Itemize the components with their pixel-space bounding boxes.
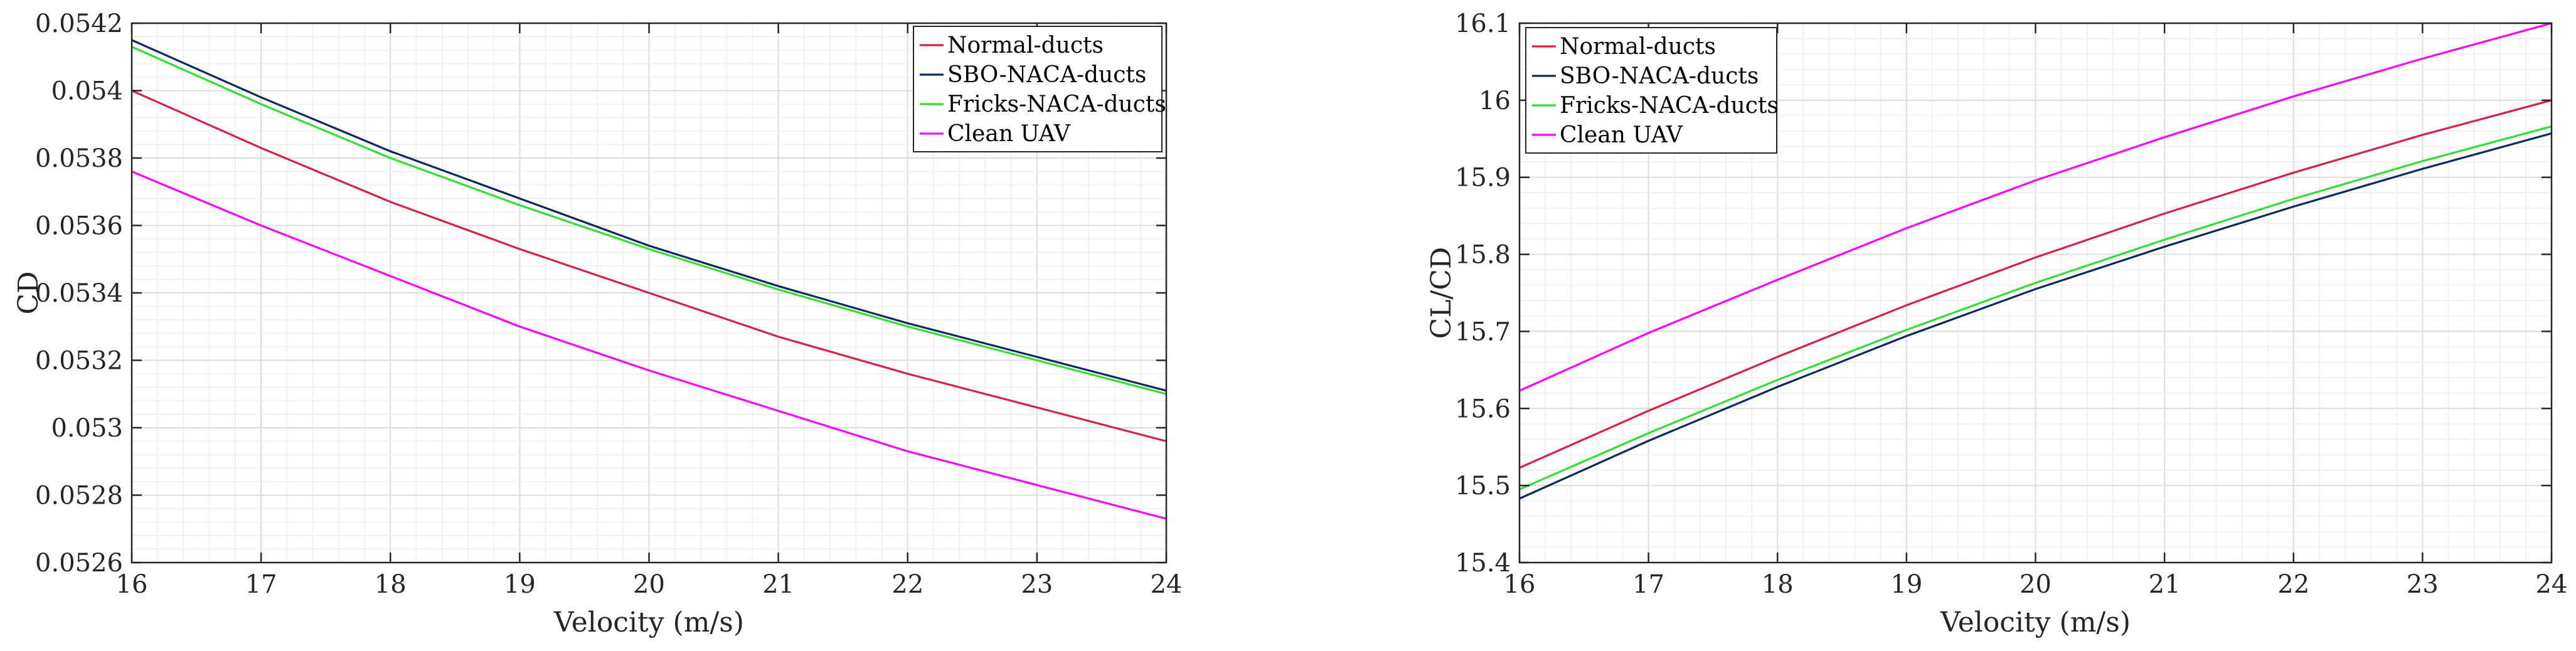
x-tick-label: 17 — [245, 570, 277, 599]
x-tick-label: 20 — [633, 570, 665, 599]
legend-entry: Normal-ducts — [947, 33, 1104, 58]
x-axis: 16 17 18 19 20 21 22 23 24 — [1504, 23, 2568, 599]
y-tick-label: 15.5 — [1455, 472, 1511, 500]
x-tick-label: 21 — [2149, 570, 2181, 599]
grid — [131, 23, 1166, 563]
series-line-fricks-naca-ducts — [131, 46, 1167, 395]
series-line-sbo-naca-ducts — [1519, 132, 2552, 500]
y-tick-label: 0.0532 — [35, 347, 123, 376]
y-tick-label: 0.0538 — [35, 144, 123, 173]
y-tick-label: 0.0534 — [35, 279, 123, 308]
x-tick-label: 18 — [375, 570, 407, 599]
series-line-clean-uav — [1519, 22, 2552, 392]
chart-panel-1: 16 17 18 19 20 21 22 23 24 0.0526 0.0528 0.053 0.053… — [13, 9, 1182, 638]
y-tick-label: 0.053 — [51, 414, 123, 443]
x-tick-label: 19 — [1890, 570, 1922, 599]
legend-entry: Normal-ducts — [1560, 34, 1716, 60]
y-tick-label: 0.0528 — [35, 482, 123, 511]
x-tick-label: 24 — [1151, 570, 1183, 599]
y-tick-label: 16.1 — [1455, 9, 1511, 38]
y-axis-label: CL/CD — [1425, 247, 1457, 339]
x-tick-label: 16 — [116, 570, 148, 599]
legend-entry: Fricks-NACA-ducts — [1560, 93, 1779, 119]
legend-entry: Clean UAV — [947, 121, 1071, 147]
x-tick-label: 23 — [2407, 570, 2439, 599]
x-tick-label: 24 — [2536, 570, 2568, 599]
legend-box — [913, 26, 1163, 152]
x-tick-label: 16 — [1504, 570, 1536, 599]
chart-panel-2: 16 17 18 19 20 21 22 23 2415.415.515.615.715.815… — [1425, 9, 2567, 638]
y-tick-label: 0.0526 — [35, 549, 123, 578]
legend: Normal-ducts SBO-NACA-ducts Fricks-NACA-du… — [913, 26, 1166, 152]
x-tick-label: 18 — [1762, 570, 1794, 599]
series-group — [131, 39, 1167, 520]
y-tick-label: 15.6 — [1455, 394, 1511, 423]
legend-entry: SBO-NACA-ducts — [1560, 63, 1759, 89]
y-tick-label: 15.8 — [1455, 241, 1511, 270]
y-axis-label: CD — [13, 272, 45, 315]
y-tick-label: 15.4 — [1455, 549, 1511, 578]
x-tick-label: 19 — [504, 570, 536, 599]
y-tick-label: 0.0542 — [35, 9, 123, 38]
y-tick-label: 0.054 — [51, 77, 123, 106]
series-line-normal-ducts — [1519, 99, 2552, 469]
x-axis-label: Velocity (m/s) — [553, 606, 744, 638]
x-axis-label: Velocity (m/s) — [1940, 606, 2131, 638]
legend-entry: SBO-NACA-ducts — [947, 62, 1146, 88]
legend-entry: Fricks-NACA-ducts — [947, 92, 1166, 117]
series-group — [1519, 22, 2552, 500]
series-line-normal-ducts — [131, 90, 1167, 443]
x-axis: 16 17 18 19 20 21 22 23 24 — [116, 23, 1183, 599]
y-tick-label: 16 — [1479, 87, 1511, 115]
x-tick-label: 22 — [2277, 570, 2309, 599]
y-tick-label: 0.0536 — [35, 212, 123, 241]
y-axis: 0.0526 0.0528 0.053 0.0532 0.0534 0.0536 0.053… — [35, 9, 1166, 578]
legend: Normal-ducts SBO-NACA-ducts Fricks-NACA-du… — [1525, 27, 1779, 154]
series-line-fricks-naca-ducts — [1519, 125, 2552, 490]
series-line-sbo-naca-ducts — [131, 39, 1167, 392]
x-tick-label: 22 — [891, 570, 923, 599]
y-axis: 15.4 15.5 15.6 15.7 15.8 15.9 16 16.1 — [1455, 9, 2552, 578]
y-tick-label: 15.9 — [1455, 164, 1511, 193]
x-tick-label: 21 — [762, 570, 794, 599]
x-tick-label: 17 — [1632, 570, 1664, 599]
y-tick-label: 15.7 — [1455, 317, 1511, 346]
series-line-clean-uav — [131, 171, 1167, 520]
legend-entry: Clean UAV — [1560, 122, 1683, 148]
x-tick-label: 23 — [1021, 570, 1053, 599]
legend-box — [1525, 27, 1777, 154]
x-tick-label: 20 — [2020, 570, 2052, 599]
